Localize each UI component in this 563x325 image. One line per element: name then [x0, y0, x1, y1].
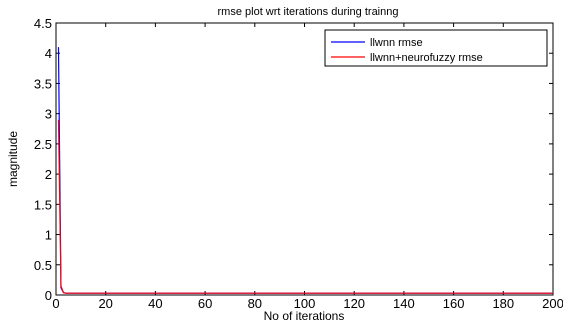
- legend-label-llwnn: llwnn rmse: [370, 37, 423, 49]
- x-axis-ticks: 0 20 40 60 80 100 120 140 160 180 200: [52, 23, 563, 311]
- y-tick-label: 0: [45, 288, 52, 303]
- y-tick-label: 4.5: [34, 16, 52, 31]
- x-axis-label: No of iterations: [264, 309, 345, 323]
- x-tick-label: 60: [198, 296, 212, 311]
- plot-area: [55, 22, 554, 296]
- series-line-llwnn-neurofuzzy: [57, 119, 553, 294]
- y-tick-label: 1.5: [34, 197, 52, 212]
- y-tick-label: 4: [45, 46, 52, 61]
- chart-title: rmse plot wrt iterations during trainng: [218, 6, 399, 18]
- x-tick-label: 200: [542, 296, 563, 311]
- y-tick-label: 2.5: [34, 137, 52, 152]
- legend-box: [324, 29, 548, 67]
- y-tick-label: 3.5: [34, 76, 52, 91]
- y-axis-label: magnitude: [6, 131, 20, 187]
- y-axis-ticks: 0 0.5 1 1.5 2 2.5 3 3.5 4 4.5: [34, 16, 553, 303]
- x-tick-label: 80: [248, 296, 262, 311]
- series-layer: [57, 47, 553, 294]
- x-tick-label: 140: [393, 296, 415, 311]
- y-tick-label: 2: [45, 167, 52, 182]
- x-tick-label: 180: [492, 296, 514, 311]
- y-tick-label: 0.5: [34, 258, 52, 273]
- x-tick-label: 160: [443, 296, 465, 311]
- legend: llwnn rmse llwnn+neurofuzzy rmse: [324, 29, 548, 67]
- legend-label-llwnn-neurofuzzy: llwnn+neurofuzzy rmse: [370, 52, 483, 64]
- x-tick-label: 0: [52, 296, 59, 311]
- y-tick-label: 3: [45, 107, 52, 122]
- x-tick-label: 100: [294, 296, 316, 311]
- x-tick-label: 40: [148, 296, 162, 311]
- x-tick-label: 20: [98, 296, 112, 311]
- x-tick-label: 120: [343, 296, 365, 311]
- y-tick-label: 1: [45, 228, 52, 243]
